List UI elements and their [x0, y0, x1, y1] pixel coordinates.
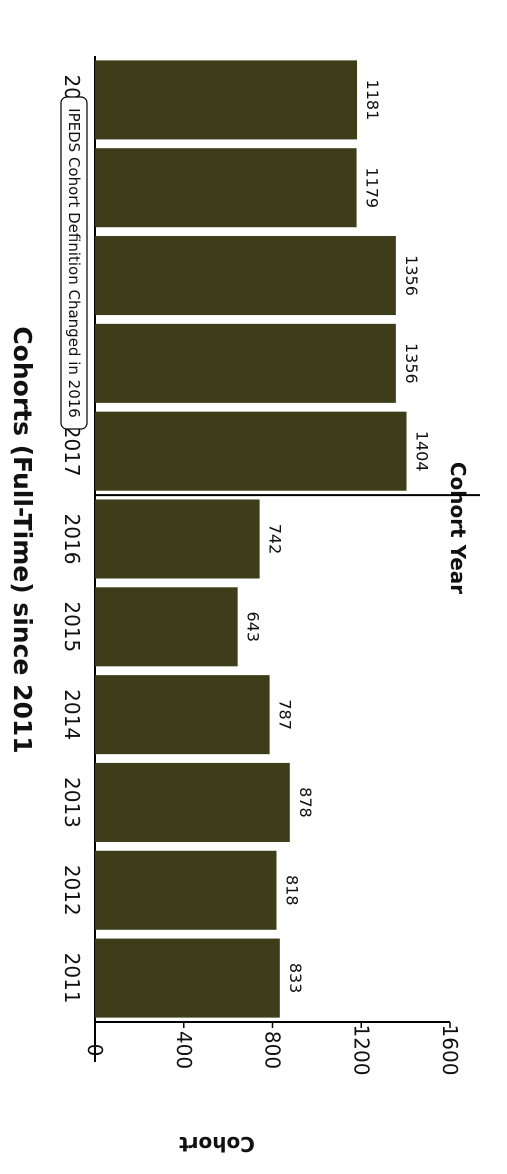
- bar-2018: [95, 323, 396, 403]
- bar-2015: [95, 587, 238, 667]
- x-tick-label-2012: 2012: [60, 865, 84, 916]
- bar-value-label-2021: 1181: [363, 80, 382, 121]
- bar-value-label-2016: 742: [266, 524, 285, 555]
- bar-2014: [95, 675, 270, 755]
- bar-2012: [95, 850, 277, 930]
- y-tick-label-0: 0: [83, 1044, 107, 1057]
- x-tick-label-2011: 2011: [60, 953, 84, 1004]
- bar-2019: [95, 236, 396, 316]
- x-tick-label-2016: 2016: [60, 514, 84, 565]
- bar-2011: [95, 938, 280, 1018]
- bar-value-label-2018: 1356: [402, 343, 421, 384]
- bar-2020: [94, 148, 357, 228]
- bar-value-label-2020: 1179: [363, 167, 382, 208]
- bar-value-label-2019: 1356: [402, 255, 421, 296]
- bar-value-label-2017: 1404: [413, 431, 432, 472]
- bar-2013: [95, 762, 290, 842]
- y-tick-label-800: 800: [261, 1031, 285, 1069]
- bar-2016: [95, 499, 260, 579]
- x-axis-title: Cohort Year: [446, 462, 470, 594]
- x-tick-label-2017: 2017: [60, 426, 84, 477]
- annotation-box: [60, 96, 88, 430]
- bar-value-label-2012: 818: [282, 875, 301, 906]
- annotation-text: IPEDS Cohort Definition Changed in 2016: [65, 108, 83, 418]
- annotation-group: IPEDS Cohort Definition Changed in 2016: [60, 96, 480, 497]
- bar-value-label-2015: 643: [244, 612, 263, 643]
- y-tick-label-1200: 1200: [349, 1025, 373, 1076]
- bars-group: [94, 60, 407, 1018]
- bar-2017: [94, 411, 407, 491]
- bar-value-label-2011: 833: [286, 963, 305, 994]
- bar-labels-group: 833 818 878 787 643 742 1404 1356 1356 1179 1181: [244, 80, 432, 994]
- y-tick-label-400: 400: [172, 1031, 196, 1069]
- y-tick-label-1600: 1600: [438, 1025, 462, 1076]
- x-tick-label-2013: 2013: [60, 777, 84, 828]
- bar-value-label-2014: 787: [276, 699, 295, 730]
- chart-title: Cohorts (Full-Time) since 2011: [8, 326, 37, 753]
- bar-value-label-2013: 878: [296, 787, 315, 818]
- x-tick-label-2015: 2015: [60, 601, 84, 652]
- x-tick-label-2014: 2014: [60, 689, 84, 740]
- y-tick-labels-group: 0 400 800 1200 1600: [83, 1022, 462, 1075]
- bar-2021: [95, 60, 358, 140]
- y-axis-title: Cohort: [179, 1132, 255, 1156]
